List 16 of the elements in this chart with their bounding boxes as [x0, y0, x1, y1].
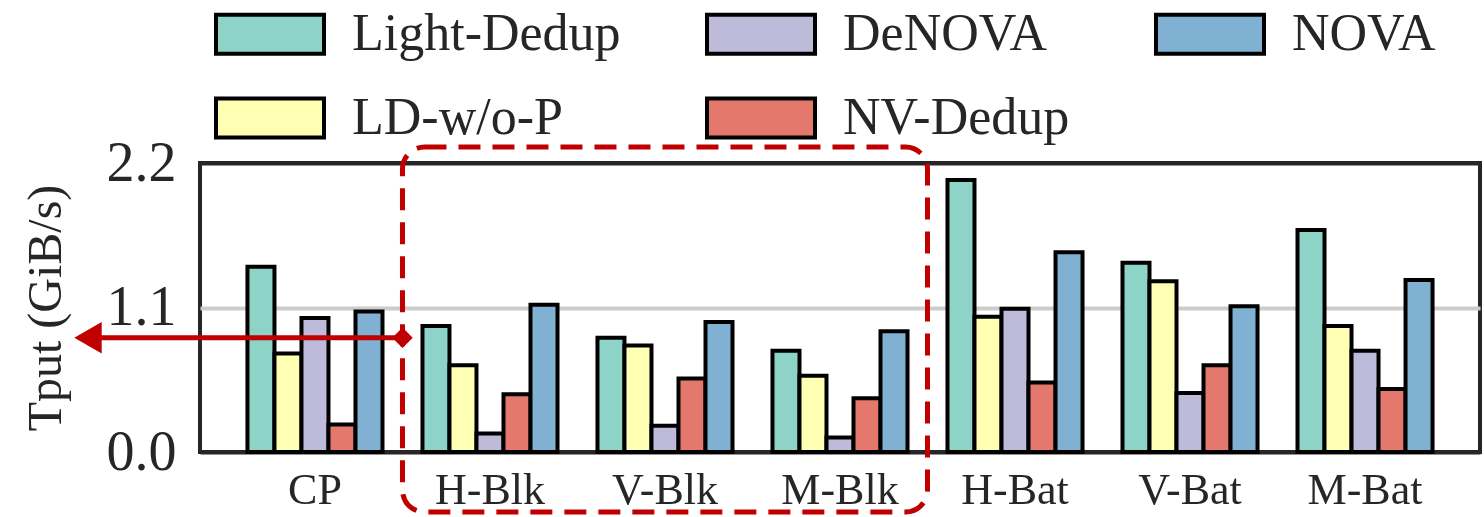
x-tick-label: M-Blk: [781, 464, 899, 514]
y-tick-label: 1.1: [106, 275, 177, 337]
y-tick-label: 2.2: [106, 130, 177, 193]
y-tick-label: 0.0: [106, 419, 177, 482]
y-axis-title: Tput (GiB/s): [17, 184, 72, 432]
legend-label: DeNOVA: [843, 4, 1048, 62]
x-tick-label: M-Bat: [1307, 464, 1423, 514]
x-tick-label: CP: [288, 464, 342, 514]
x-tick-label: V-Blk: [612, 464, 718, 514]
x-tick-label: H-Bat: [961, 464, 1069, 514]
legend-label: NV-Dedup: [843, 88, 1070, 145]
legend-label: NOVA: [1292, 4, 1436, 62]
x-tick-label: V-Bat: [1138, 464, 1242, 514]
legend-label: LD-w/o-P: [352, 88, 563, 145]
legend-label: Light-Dedup: [352, 4, 621, 62]
x-tick-label: H-Blk: [434, 464, 545, 514]
